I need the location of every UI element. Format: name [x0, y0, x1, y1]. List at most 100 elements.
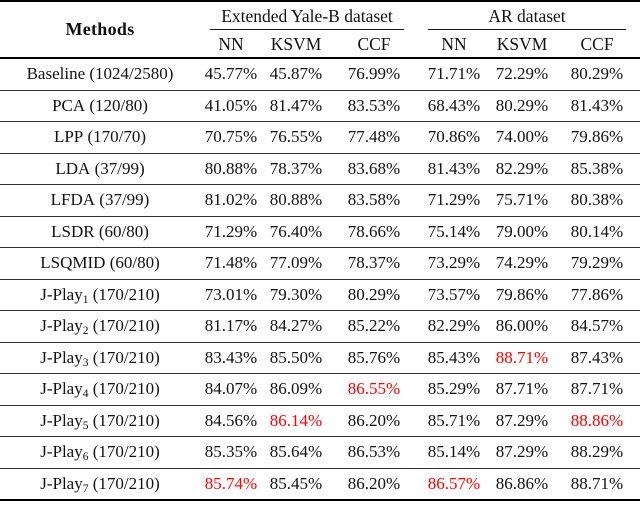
value-cell: 77.86% [554, 278, 640, 311]
value-cell: 83.58% [330, 184, 418, 216]
value-cell: 73.01% [200, 278, 262, 311]
value-cell: 80.14% [554, 215, 640, 248]
table-row: LFDA (37/99) 81.02% 80.88% 83.58% 71.29% 75.7… [0, 184, 640, 216]
method-cell: PCA (120/80) [0, 89, 200, 122]
sub-header-row: NN KSVM CCF NN KSVM CCF [0, 31, 640, 59]
value-cell: 81.47% [262, 89, 330, 122]
value-cell: 84.57% [554, 310, 640, 342]
value-cell: 76.40% [262, 215, 330, 248]
value-cell: 85.43% [418, 341, 490, 374]
value-cell: 87.29% [490, 404, 554, 437]
value-cell: 76.99% [347, 64, 401, 84]
method-subscript: 5 [82, 419, 89, 432]
column-header-yaleb-ksvm: KSVM [262, 31, 330, 59]
value-cell: 79.86% [554, 121, 640, 153]
value-cell: 85.71% [418, 404, 490, 437]
table-row: J-Play5 (170/210) 84.56% 86.14% 86.20% 85.71… [0, 404, 640, 437]
value-cell: 86.86% [490, 467, 554, 500]
value-cell: 83.53% [330, 89, 418, 122]
value-cell: 68.43% [418, 89, 490, 122]
method-cell: J-Play7 (170/210) [0, 467, 200, 500]
value-cell: 88.29% [554, 436, 640, 468]
method-cell: J-Play1 (170/210) [0, 278, 200, 311]
value-cell: 70.75% [200, 121, 262, 153]
value-cell: 87.71% [554, 373, 640, 405]
column-group-ar: AR dataset [418, 1, 640, 31]
value-cell: 41.05% [200, 89, 262, 122]
method-subscript: 2 [82, 325, 89, 338]
value-cell: 82.29% [490, 152, 554, 185]
value-cell: 87.71% [490, 373, 554, 405]
value-cell: 82.29% [418, 310, 490, 342]
table-row: J-Play2 (170/210) 81.17% 84.27% 85.22% 82.29… [0, 310, 640, 342]
method-cell: J-Play5 (170/210) [0, 404, 200, 437]
column-group-ar-label: AR dataset [428, 3, 627, 30]
value-cell: 79.30% [262, 278, 330, 311]
value-cell: 85.29% [418, 373, 490, 405]
table-row: Baseline (1024/2580) 45.77% 45.87% 76.99% 71… [0, 58, 640, 90]
value-cell: 86.57% [418, 467, 490, 500]
method-subscript: 6 [82, 451, 89, 464]
value-cell: 83.43% [200, 341, 262, 374]
value-cell: 81.43% [554, 89, 640, 122]
value-cell: 80.29% [490, 89, 554, 122]
method-cell: J-Play2 (170/210) [0, 310, 200, 342]
value-cell: 88.71% [490, 341, 554, 374]
group-header-row: Methods Extended Yale-B dataset AR datas… [0, 1, 640, 59]
column-header-methods: Methods [0, 1, 200, 59]
table-row: PCA (120/80) 41.05% 81.47% 83.53% 68.43% 80.2… [0, 89, 640, 122]
column-header-yaleb-nn: NN [200, 31, 262, 59]
method-cell: LSDR (60/80) [0, 215, 200, 248]
value-cell: 85.38% [554, 152, 640, 185]
value-cell: 85.76% [330, 341, 418, 374]
method-cell: J-Play3 (170/210) [0, 341, 200, 374]
method-cell: Baseline (1024/2580) [26, 64, 174, 84]
table-row: LDA (37/99) 80.88% 78.37% 83.68% 81.43% 82.29… [0, 152, 640, 185]
value-cell: 81.17% [200, 310, 262, 342]
value-cell: 86.09% [262, 373, 330, 405]
value-cell: 84.56% [200, 404, 262, 437]
value-cell: 88.71% [554, 467, 640, 500]
value-cell: 85.64% [262, 436, 330, 468]
value-cell: 78.37% [262, 152, 330, 185]
value-cell: 71.48% [200, 247, 262, 279]
column-group-yaleb: Extended Yale-B dataset [200, 1, 418, 31]
value-cell: 45.77% [204, 64, 258, 84]
value-cell: 74.29% [490, 247, 554, 279]
table-row: J-Play1 (170/210) 73.01% 79.30% 80.29% 73.57… [0, 278, 640, 311]
method-cell: LFDA (37/99) [0, 184, 200, 216]
value-cell: 86.00% [490, 310, 554, 342]
table-row: J-Play6 (170/210) 85.35% 85.64% 86.53% 85.14… [0, 436, 640, 468]
value-cell: 79.86% [490, 278, 554, 311]
value-cell: 77.48% [330, 121, 418, 153]
table-row: J-Play7 (170/210) 85.74% 85.45% 86.20% 86.57… [0, 467, 640, 500]
column-header-ar-ksvm: KSVM [490, 31, 554, 59]
value-cell: 72.29% [495, 64, 549, 84]
value-cell: 85.22% [330, 310, 418, 342]
table-row: LSQMID (60/80) 71.48% 77.09% 78.37% 73.29% 74… [0, 247, 640, 279]
value-cell: 84.07% [200, 373, 262, 405]
table-row: LSDR (60/80) 71.29% 76.40% 78.66% 75.14% 79.0… [0, 215, 640, 248]
value-cell: 74.00% [490, 121, 554, 153]
value-cell: 80.29% [570, 64, 624, 84]
value-cell: 80.38% [554, 184, 640, 216]
value-cell: 71.29% [200, 215, 262, 248]
table-body: Baseline (1024/2580) 45.77% 45.87% 76.99% 71… [0, 58, 640, 500]
column-header-ar-nn: NN [418, 31, 490, 59]
method-cell: LSQMID (60/80) [0, 247, 200, 279]
value-cell: 85.14% [418, 436, 490, 468]
method-cell: LPP (170/70) [0, 121, 200, 153]
value-cell: 78.66% [330, 215, 418, 248]
value-cell: 75.14% [418, 215, 490, 248]
value-cell: 81.43% [418, 152, 490, 185]
value-cell: 86.53% [330, 436, 418, 468]
value-cell: 76.55% [262, 121, 330, 153]
value-cell: 86.20% [330, 404, 418, 437]
method-cell: J-Play6 (170/210) [0, 436, 200, 468]
method-subscript: 4 [82, 388, 89, 401]
value-cell: 77.09% [262, 247, 330, 279]
value-cell: 73.57% [418, 278, 490, 311]
table-row: LPP (170/70) 70.75% 76.55% 77.48% 70.86% 74.0… [0, 121, 640, 153]
